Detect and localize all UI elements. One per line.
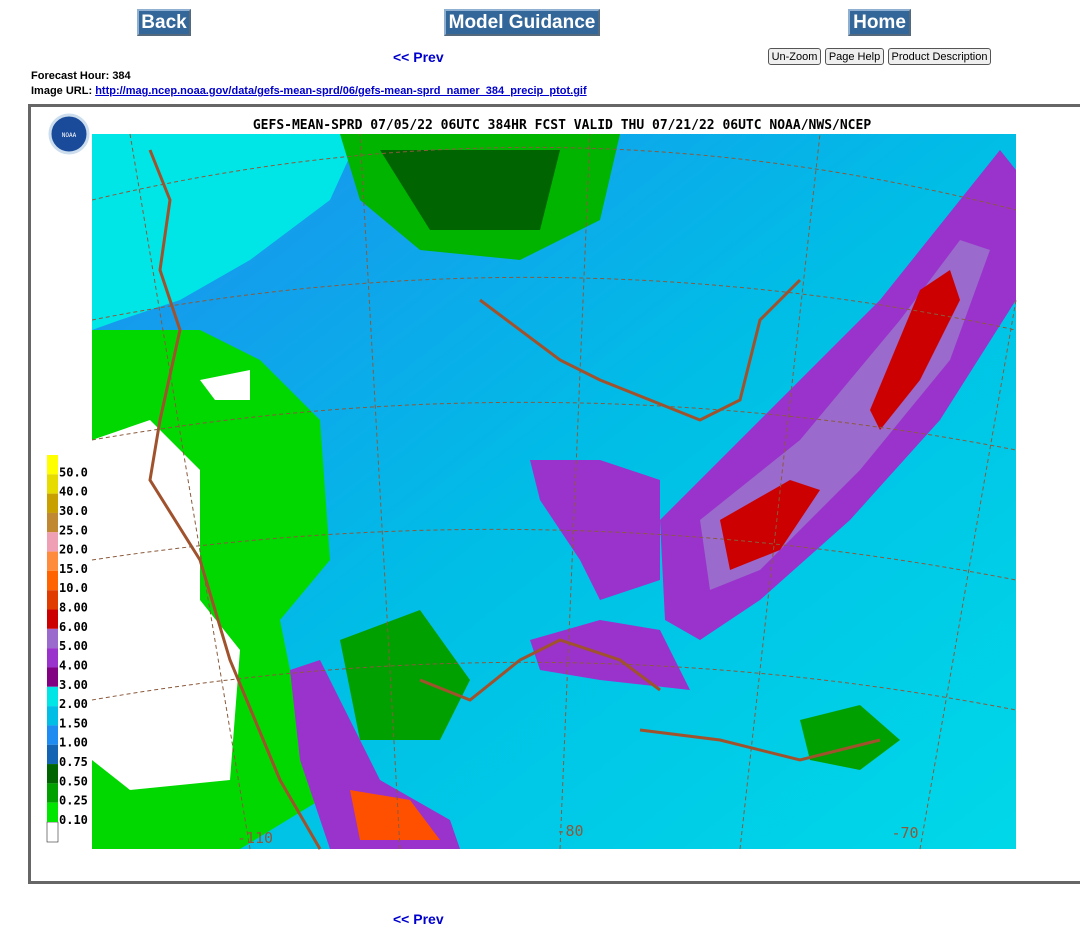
logo-text: NOAA — [62, 132, 77, 139]
legend-label: 0.10 — [59, 813, 88, 827]
legend-label: 5.00 — [59, 639, 88, 653]
legend-label: 3.00 — [59, 678, 88, 692]
legend-label: 0.50 — [59, 774, 88, 788]
region — [380, 150, 560, 230]
legend-swatch — [47, 706, 58, 726]
legend-swatch — [47, 609, 58, 629]
legend-swatch — [47, 474, 58, 494]
legend-swatch — [47, 686, 58, 707]
legend-swatch — [47, 744, 58, 765]
region — [200, 370, 250, 400]
legend-label: 25.0 — [59, 523, 88, 537]
lon-label: -110 — [237, 829, 273, 847]
region — [92, 134, 360, 330]
region — [350, 790, 440, 840]
legend: 50.0 40.0 30.0 25.0 20.0 15.0 10.0 8.00 6.00 5.00… — [46, 455, 88, 843]
legend-swatch — [47, 455, 58, 475]
legend-swatch — [47, 590, 58, 610]
region — [530, 460, 660, 600]
lon-label: -70 — [891, 824, 918, 842]
region — [92, 420, 240, 790]
prev-link[interactable]: << Prev — [393, 49, 444, 65]
legend-label: 8.00 — [59, 601, 88, 615]
label: Forecast Hour: — [31, 70, 110, 82]
forecast-hour: Forecast Hour: 384 — [31, 70, 131, 82]
unzoom-button[interactable]: Un-Zoom — [768, 48, 821, 65]
legend-label: 6.00 — [59, 620, 88, 634]
legend-label: 0.75 — [59, 755, 88, 769]
value: 384 — [112, 70, 131, 82]
legend-swatch — [47, 725, 58, 745]
legend-label: 10.0 — [59, 581, 88, 595]
legend-label: 30.0 — [59, 504, 88, 518]
prev-link-bottom[interactable]: << Prev — [393, 911, 444, 927]
legend-label: 20.0 — [59, 543, 88, 557]
legend-swatch — [47, 764, 58, 784]
region — [530, 620, 690, 690]
legend-swatch — [47, 532, 58, 552]
legend-label: 50.0 — [59, 465, 88, 479]
region — [870, 270, 960, 430]
coastline — [148, 149, 881, 850]
legend-label: 15.0 — [59, 562, 88, 576]
url-link[interactable]: http://mag.ncep.noaa.gov/data/gefs-mean-… — [95, 85, 587, 97]
legend-label: 40.0 — [59, 485, 88, 499]
lon-label: -80 — [556, 822, 583, 840]
legend-label: 4.00 — [59, 658, 88, 672]
graticule — [91, 133, 1017, 850]
page-help-button[interactable]: Page Help — [825, 48, 884, 65]
map-frame: NOAA GEFS-MEAN-SPRD 07/05/22 06UTC 384HR… — [28, 104, 1080, 884]
product-description-button[interactable]: Product Description — [888, 48, 991, 65]
legend-swatch — [47, 783, 58, 803]
model-guidance-button[interactable]: Model Guidance — [444, 9, 600, 36]
legend-label: 1.50 — [59, 716, 88, 730]
legend-swatch — [47, 802, 58, 822]
legend-swatch — [47, 493, 58, 513]
legend-swatch — [46, 821, 59, 843]
legend-swatch — [47, 570, 58, 591]
legend-swatch — [47, 628, 58, 649]
legend-swatch — [47, 551, 58, 571]
map-image: NOAA GEFS-MEAN-SPRD 07/05/22 06UTC 384HR… — [46, 113, 1017, 850]
region — [720, 480, 820, 570]
back-button[interactable]: Back — [137, 9, 191, 36]
legend-swatch — [47, 648, 58, 668]
legend-swatch — [47, 512, 58, 533]
legend-label: 1.00 — [59, 736, 88, 750]
region — [340, 610, 470, 740]
noaa-logo — [48, 113, 90, 155]
home-button[interactable]: Home — [848, 9, 911, 36]
region — [290, 660, 460, 849]
legend-swatch — [47, 667, 58, 687]
map-title: GEFS-MEAN-SPRD 07/05/22 06UTC 384HR FCST… — [253, 118, 871, 133]
label: Image URL: — [31, 85, 93, 97]
image-url: Image URL: http://mag.ncep.noaa.gov/data… — [31, 85, 587, 97]
legend-label: 0.25 — [59, 794, 88, 808]
legend-label: 2.00 — [59, 697, 88, 711]
